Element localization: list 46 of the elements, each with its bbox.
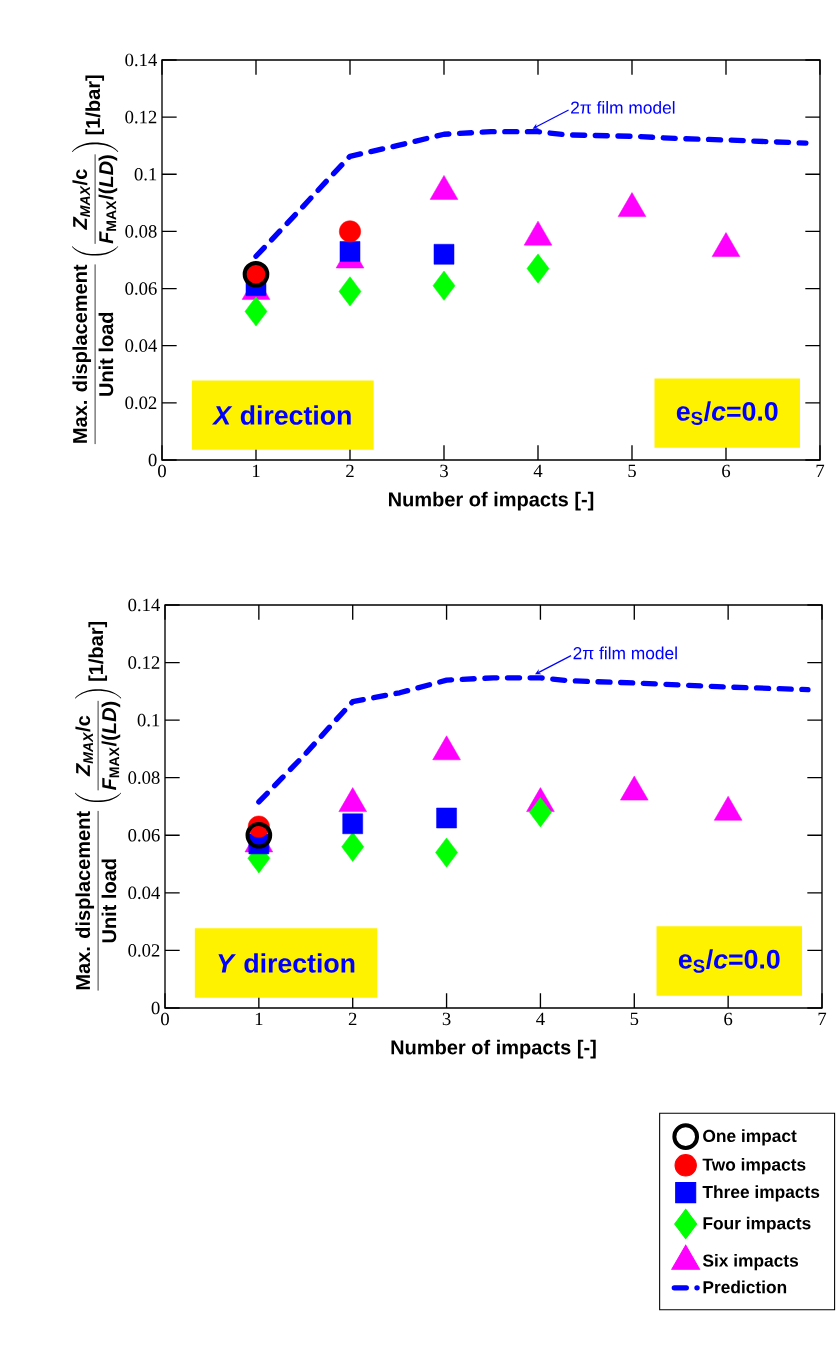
annotation: 2π film model (571, 101, 675, 114)
y-tick-label: 0.08 (125, 225, 157, 238)
legend-label: One impact (703, 1129, 797, 1146)
y-axis-title: $\dfrac{\text{\bfseries Max. displacement}}{\text{\bfseries Unit load}}\left(\dfrac{\text{\bfseries\itshape Z}_{\text{\bfseries\itshape MAX}}\text{\bfseries /c}}{\text{\bfseries\itshape F}_{\text{\bfseries MAX}}\text{\bfseries /(\itshape LD\upshape)}}\right)\text{\bfseries [1/bar]}$ (75, 621, 122, 991)
y-tick-label: 0 (151, 1001, 160, 1015)
legend-label: Four impacts (703, 1216, 811, 1233)
y-tick-label: 0.12 (128, 656, 160, 669)
x-tick-label: 2 (348, 1012, 357, 1026)
x-tick-label: 5 (630, 1012, 639, 1026)
y-tick-label: 0.14 (128, 598, 161, 612)
x-tick-label: 7 (816, 464, 825, 477)
y-tick-label: 0.12 (125, 110, 157, 124)
y-axis-title: $\dfrac{\text{\bfseries Max. displacement}}{\text{\bfseries Unit load}}\left(\dfrac{\text{\bfseries\itshape Z}_{\text{\bfseries\itshape MAX}}\text{\bfseries /c}}{\text{\bfseries\itshape F}_{\text{\bfseries MAX}}\text{\bfseries /(\itshape LD\upshape)}}\right)\text{\bfseries [1/bar]}$ (72, 75, 119, 445)
annotation: e$_{S}$/c=0.0 (676, 401, 778, 425)
y-tick-label: 0.08 (128, 771, 160, 785)
x-tick-label: 1 (255, 1012, 263, 1026)
x-tick-label: 6 (724, 1012, 733, 1026)
x-tick-label: 7 (818, 1012, 827, 1025)
y-tick-label: 0.02 (125, 396, 157, 410)
x-axis-title: Number of impacts [-] (391, 1039, 596, 1059)
y-tick-label: 0.02 (128, 944, 160, 957)
legend-label: Three impacts (702, 1185, 820, 1202)
x-tick-label: 5 (628, 464, 636, 478)
y-tick-label: 0.1 (134, 167, 157, 181)
x-tick-label: 3 (442, 1012, 451, 1026)
y-tick-label: 0.06 (128, 828, 160, 842)
annotation: Y direction (218, 953, 355, 973)
y-tick-label: 0 (148, 453, 157, 467)
y-tick-label: 0.04 (125, 339, 158, 353)
annotation: 2π film model (573, 646, 677, 660)
y-tick-label: 0.1 (137, 713, 160, 727)
x-tick-label: 3 (440, 464, 448, 478)
y-tick-label: 0.06 (125, 282, 157, 295)
annotation: X direction (211, 405, 351, 425)
x-tick-label: 4 (536, 1012, 545, 1025)
x-tick-label: 6 (722, 464, 731, 478)
annotation: e$_{S}$/c=0.0 (678, 949, 780, 973)
legend-label: Prediction (703, 1280, 787, 1294)
x-tick-label: 2 (346, 464, 354, 478)
x-tick-label: 4 (533, 464, 543, 477)
y-tick-label: 0.14 (125, 53, 158, 67)
y-tick-label: 0.04 (128, 886, 161, 900)
legend-label: Two impacts (702, 1158, 806, 1175)
x-tick-label: 1 (252, 464, 260, 478)
legend-label: Six impacts (702, 1254, 799, 1271)
x-axis-title: Number of impacts [-] (388, 491, 594, 511)
